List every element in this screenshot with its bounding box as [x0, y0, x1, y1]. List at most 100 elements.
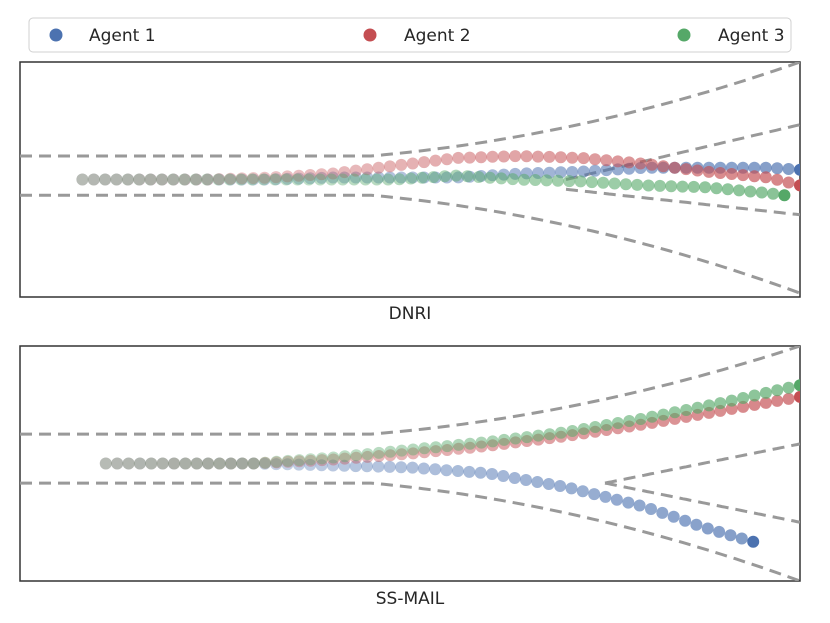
point-agent-2	[418, 156, 431, 169]
point-agent-1	[315, 459, 328, 472]
point-agent-2	[292, 169, 305, 182]
point-agent-1	[474, 466, 487, 479]
point-agent-3	[794, 379, 800, 392]
point-agent-3	[755, 186, 768, 199]
point-agent-1	[383, 171, 396, 184]
point-agent-2	[794, 390, 800, 403]
point-agent-2	[759, 171, 772, 184]
point-agent-3	[529, 174, 542, 186]
point-agent-3	[234, 173, 247, 186]
point-agent-1	[361, 171, 374, 184]
point-agent-2	[145, 457, 158, 470]
point-agent-2	[725, 402, 738, 415]
point-agent-2	[486, 150, 499, 163]
lane-boundary-3	[604, 442, 800, 485]
point-agent-2	[782, 176, 795, 189]
point-agent-1	[794, 163, 800, 176]
point-agent-2	[270, 456, 283, 469]
point-agent-3	[532, 429, 545, 442]
point-agent-3	[200, 173, 213, 186]
point-agent-3	[464, 437, 476, 450]
point-agent-1	[247, 173, 260, 186]
point-agent-2	[281, 455, 294, 468]
point-agent-2	[589, 153, 601, 166]
point-agent-1	[235, 173, 248, 186]
point-agent-3	[223, 173, 236, 186]
point-agent-1	[645, 503, 657, 515]
point-agent-3	[782, 381, 795, 394]
point-agent-2	[247, 172, 260, 185]
point-agent-1	[281, 458, 294, 471]
point-agent-2	[338, 166, 351, 179]
point-agent-2	[486, 439, 499, 452]
point-agent-2	[452, 442, 465, 455]
point-agent-1	[600, 164, 613, 177]
point-agent-2	[691, 164, 704, 177]
point-agent-2	[167, 173, 180, 186]
point-agent-1	[270, 458, 283, 471]
point-agent-2	[634, 157, 647, 170]
point-agent-2	[737, 400, 750, 413]
point-agent-2	[395, 158, 408, 171]
point-agent-1	[554, 480, 567, 492]
panel-caption-ss-mail: SS-MAIL	[376, 589, 445, 609]
point-agent-1	[395, 461, 408, 474]
point-agent-2	[259, 456, 272, 469]
point-agent-1	[418, 171, 431, 184]
point-agent-3	[225, 457, 237, 470]
point-agent-3	[646, 410, 659, 423]
point-agent-1	[133, 173, 146, 186]
trajectories-dnri	[76, 150, 800, 202]
point-agent-1	[782, 163, 795, 175]
point-agent-1	[292, 172, 305, 185]
point-agent-3	[281, 454, 294, 467]
point-agent-3	[427, 171, 440, 184]
point-agent-2	[281, 170, 294, 183]
point-agent-1	[463, 465, 476, 478]
point-agent-2	[782, 392, 795, 405]
point-agent-2	[600, 154, 613, 167]
point-agent-3	[407, 443, 420, 456]
point-agent-1	[315, 171, 328, 184]
point-agent-3	[302, 173, 315, 186]
point-agent-1	[577, 165, 590, 178]
point-agent-3	[737, 392, 750, 404]
point-agent-2	[111, 457, 124, 470]
point-agent-1	[236, 457, 249, 470]
point-agent-1	[87, 173, 100, 186]
point-agent-3	[212, 173, 225, 186]
point-agent-1	[178, 173, 191, 186]
point-agent-1	[771, 162, 784, 175]
point-agent-1	[589, 164, 601, 177]
point-agent-1	[748, 161, 761, 174]
point-agent-1	[167, 173, 180, 186]
legend: Agent 1 Agent 2 Agent 3	[28, 17, 792, 53]
point-agent-1	[224, 457, 237, 470]
point-agent-2	[554, 151, 567, 164]
point-agent-1	[701, 522, 714, 535]
point-agent-3	[495, 172, 508, 185]
point-agent-2	[429, 445, 442, 458]
point-agent-3	[382, 173, 395, 186]
point-agent-2	[315, 168, 328, 181]
point-agent-1	[566, 166, 579, 178]
point-agent-2	[225, 457, 237, 470]
point-agent-1	[258, 173, 271, 186]
point-agent-2	[122, 457, 135, 470]
point-agent-3	[168, 457, 181, 470]
point-agent-1	[395, 171, 408, 184]
point-agent-3	[543, 428, 556, 441]
point-agent-1	[475, 170, 488, 182]
point-agent-2	[668, 161, 681, 174]
point-agent-3	[676, 180, 689, 193]
point-agent-1	[202, 457, 214, 470]
point-agent-2	[179, 457, 192, 470]
point-agent-2	[794, 179, 800, 192]
point-agent-1	[349, 460, 362, 473]
point-agent-2	[350, 451, 363, 464]
point-agent-3	[133, 173, 145, 186]
point-agent-1	[190, 173, 203, 186]
point-agent-2	[748, 170, 761, 183]
trajectories-ss-mail	[99, 379, 800, 548]
